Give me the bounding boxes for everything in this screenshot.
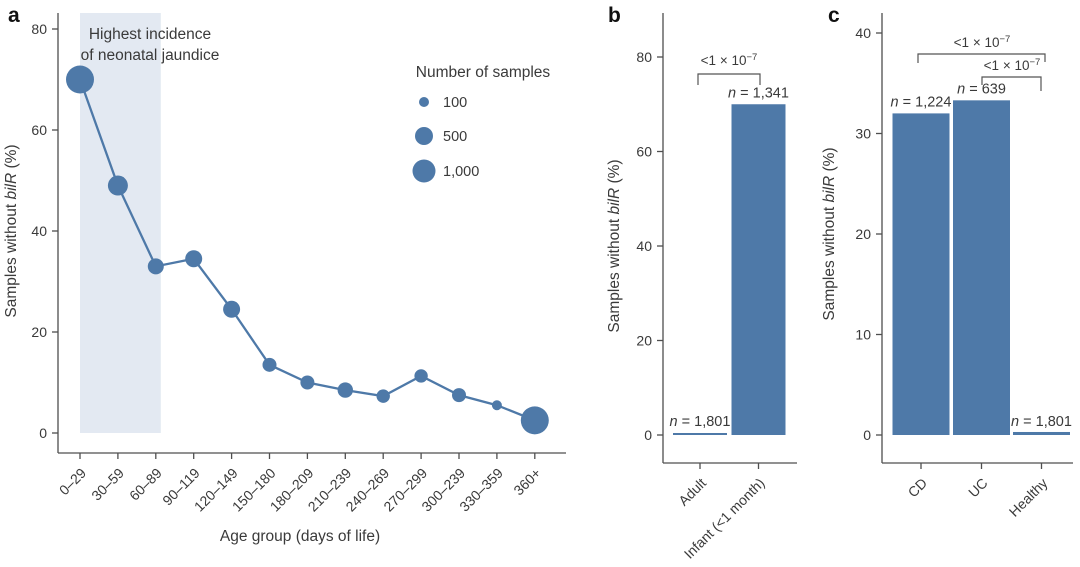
legend-bubble <box>415 127 433 145</box>
y-tick-label: 40 <box>31 223 47 239</box>
bar-healthy <box>1013 431 1070 435</box>
data-point <box>262 357 277 372</box>
bar-infant-1-month- <box>731 104 786 435</box>
significance-label: <1 × 10−7 <box>954 34 1011 50</box>
legend-title: Number of samples <box>416 64 551 81</box>
data-point <box>491 400 502 411</box>
panel-c-chart: 0 10 20 30 40 CD n = 1,224 UC n = 639 Healthy n = … <box>821 13 1073 520</box>
data-point <box>414 369 428 383</box>
x-tick-label: Healthy <box>1006 475 1051 520</box>
significance-bracket <box>917 53 1046 63</box>
legend-bubble <box>419 97 429 107</box>
x-tick-label: 30–59 <box>88 465 127 504</box>
data-point <box>452 388 466 403</box>
bar-uc <box>953 100 1010 436</box>
y-axis-title: Samples without bilR (%) <box>606 159 623 332</box>
n-label: n = 1,224 <box>891 94 952 110</box>
x-tick-label: 0–29 <box>56 465 89 498</box>
panel-b: b 0 20 40 60 80 Adult n = 1,801 Infant (<1 mont… <box>605 0 820 567</box>
panel-c-letter: c <box>828 4 840 27</box>
y-tick-label: 40 <box>855 25 871 41</box>
panel-c: c 0 10 20 30 40 CD n = 1,224 UC n = 639 Healthy n … <box>820 0 1080 567</box>
legend-label: 100 <box>443 95 467 111</box>
panel-a: a 0 20 40 60 80 0–29 30–59 60–89 90–119 120–149 15… <box>3 4 566 545</box>
y-tick-label: 80 <box>636 49 652 65</box>
n-label: n = 639 <box>957 81 1006 97</box>
significance-bracket <box>697 73 761 85</box>
x-tick-label: CD <box>904 475 930 501</box>
data-point <box>66 65 94 94</box>
panel-a-letter: a <box>8 4 20 27</box>
legend-bubble <box>412 159 436 183</box>
y-tick-label: 60 <box>31 122 47 138</box>
x-tick-label: 360+ <box>510 465 544 499</box>
y-tick-label: 30 <box>855 126 871 142</box>
y-axis-title: Samples without bilR (%) <box>821 147 838 320</box>
band-annotation-line1: Highest incidence <box>89 26 211 43</box>
x-tick-label: UC <box>965 475 991 501</box>
y-tick-label: 60 <box>636 144 652 160</box>
y-tick-label: 10 <box>855 327 871 343</box>
legend-label: 500 <box>443 129 467 145</box>
panel-b-letter: b <box>608 4 621 27</box>
data-point <box>337 382 353 398</box>
y-tick-label: 0 <box>39 425 47 441</box>
data-point <box>520 406 549 435</box>
legend-label: 1,000 <box>443 164 479 180</box>
y-tick-label: 20 <box>31 324 47 340</box>
n-label: n = 1,801 <box>1011 414 1072 430</box>
n-label: n = 1,801 <box>670 414 731 430</box>
data-point <box>147 258 164 275</box>
x-axis-title: Age group (days of life) <box>220 528 380 545</box>
bar-adult <box>673 433 727 435</box>
n-label: n = 1,341 <box>728 85 789 101</box>
significance-label: <1 × 10−7 <box>984 57 1041 73</box>
significance-bracket <box>981 76 1042 91</box>
data-point <box>107 175 128 196</box>
y-axis-title: Samples without bilR (%) <box>3 144 20 317</box>
y-tick-label: 20 <box>636 333 652 349</box>
y-tick-label: 20 <box>855 226 871 242</box>
data-point <box>376 389 390 403</box>
data-point <box>223 300 241 318</box>
y-tick-label: 40 <box>636 238 652 254</box>
bar-cd <box>892 113 950 436</box>
significance-label: <1 × 10−7 <box>701 52 758 68</box>
data-point <box>185 250 203 268</box>
y-tick-label: 0 <box>644 427 652 443</box>
y-tick-label: 0 <box>863 427 871 443</box>
y-tick-label: 80 <box>31 21 47 37</box>
band-annotation-line2: of neonatal jaundice <box>81 47 220 64</box>
data-point <box>300 375 315 390</box>
x-tick-label: Adult <box>675 475 709 509</box>
